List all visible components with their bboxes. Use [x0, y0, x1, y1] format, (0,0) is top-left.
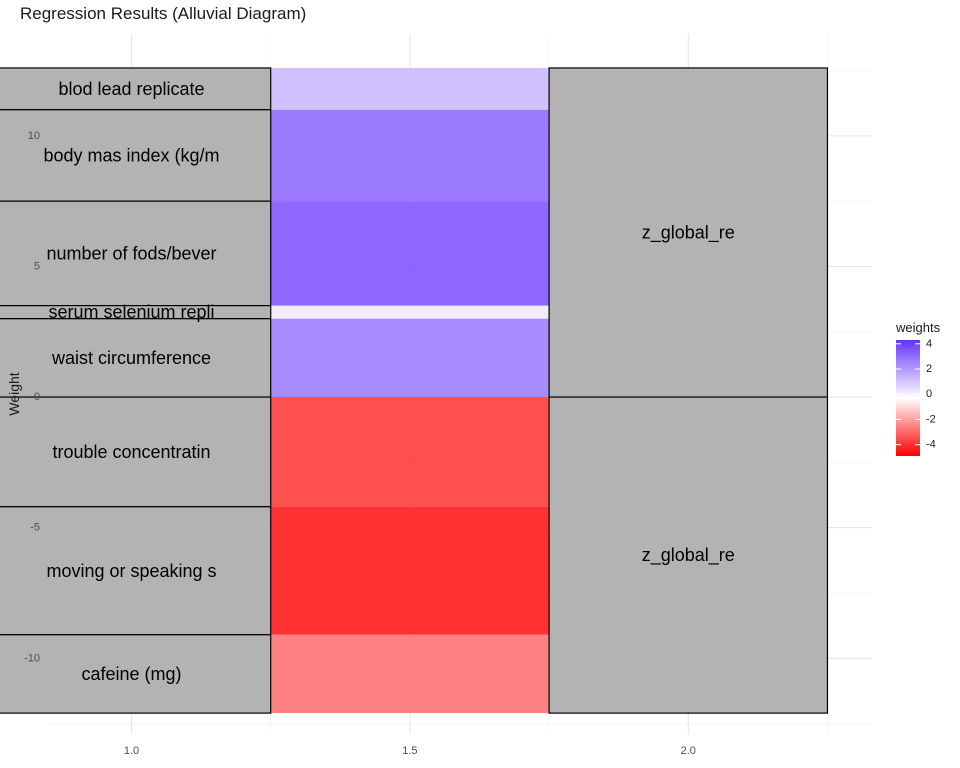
x-tick-label: 2.0 [681, 745, 696, 757]
legend-tick-label: -4 [926, 439, 936, 451]
axis1-stratum [0, 506, 272, 636]
axis1-stratum [0, 67, 272, 111]
x-tick-label: 1.5 [402, 745, 417, 757]
axis1-stratum [0, 634, 272, 714]
x-tick-label: 1.0 [124, 745, 139, 757]
axis1-stratum [0, 318, 272, 398]
axis1-stratum-label: blod lead replicate [58, 79, 204, 99]
y-tick-label: 10 [28, 130, 40, 142]
axis1-stratum-label: trouble concentratin [52, 442, 210, 462]
flow-band [270, 201, 550, 306]
axis1-stratum-label: body mas index (kg/m [43, 145, 219, 165]
axis1-stratum [0, 109, 272, 202]
legend-title: weights [895, 320, 941, 335]
flows [270, 67, 550, 714]
axis2-stratum-label: z_global_re [642, 545, 735, 566]
legend-tick-label: 0 [926, 388, 932, 400]
axis2-stratum [548, 67, 829, 398]
y-axis-label: Weight [6, 372, 22, 415]
flow-band [270, 67, 550, 110]
flow-band [270, 318, 550, 398]
y-tick-label: -5 [30, 522, 40, 534]
y-tick-label: 5 [34, 260, 40, 272]
axis2-stratum [548, 396, 829, 714]
chart-title: Regression Results (Alluvial Diagram) [20, 4, 307, 23]
axis1-stratum-label: waist circumference [51, 348, 211, 368]
y-tick-label: 0 [34, 391, 40, 403]
flow-band [270, 397, 550, 507]
legend-tick-label: -2 [926, 413, 936, 425]
axis1-stratum [0, 396, 272, 508]
legend-colorbar [896, 340, 920, 456]
legend-tick-label: 4 [926, 338, 932, 350]
legend: weights 4 2 0 -2 -4 [895, 320, 941, 456]
axis1-stratum-label: number of fods/bever [46, 243, 216, 263]
axes: -10 -5 0 5 10 1.0 1.5 2.0 Weight [6, 130, 696, 757]
strata [0, 67, 829, 714]
axis1-stratum-label: serum selenium repli [48, 302, 214, 322]
axis2-stratum-label: z_global_re [642, 223, 735, 244]
axis1-stratum-label: cafeine (mg) [81, 664, 181, 684]
y-tick-label: -10 [24, 652, 40, 664]
flow-band [270, 506, 550, 635]
legend-tick-label: 2 [926, 363, 932, 375]
flow-band [270, 109, 550, 202]
flow-band [270, 634, 550, 714]
axis1-stratum-label: moving or speaking s [46, 561, 216, 581]
stratum-labels: blod lead replicate body mas index (kg/m n… [43, 79, 734, 684]
flow-band [270, 305, 550, 319]
